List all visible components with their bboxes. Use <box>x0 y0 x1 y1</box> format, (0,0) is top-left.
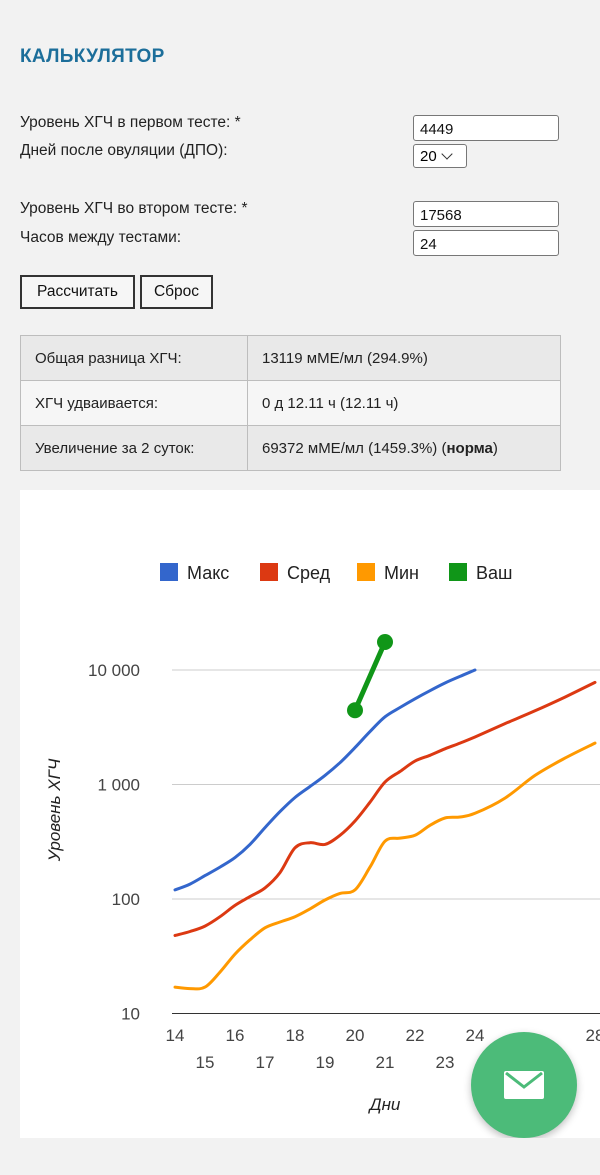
x-tick-label: 21 <box>376 1053 395 1072</box>
x-tick-label: 23 <box>436 1053 455 1072</box>
legend-swatch <box>160 563 178 581</box>
x-axis-title: Дни <box>368 1095 401 1114</box>
dpo-select-value: 20 <box>420 147 437 165</box>
status-badge: норма <box>446 439 493 457</box>
first-test-input[interactable]: 4449 <box>413 115 559 141</box>
y-tick-label: 10 000 <box>88 661 140 680</box>
series-line-1 <box>173 668 477 892</box>
dpo-select[interactable]: 20 <box>413 144 467 168</box>
hours-label: Часов между тестами: <box>20 229 182 246</box>
result-value: 13119 мМЕ/мл (294.9%) <box>247 335 561 381</box>
y-tick-label: 1 000 <box>97 776 140 795</box>
page-footer-strip <box>0 1138 600 1175</box>
table-row: Общая разница ХГЧ: 13119 мМЕ/мл (294.9%) <box>20 335 561 381</box>
y-tick-label: 100 <box>112 890 140 909</box>
series-line-2 <box>173 680 597 937</box>
y-axis-title: Уровень ХГЧ <box>45 758 64 862</box>
legend-label: Мин <box>384 563 419 583</box>
series-line-3 <box>173 741 597 991</box>
legend-swatch <box>260 563 278 581</box>
legend-label: Сред <box>287 563 331 583</box>
result-value: 69372 мМЕ/мл (1459.3%) (норма) <box>247 425 561 471</box>
calculate-button[interactable]: Рассчитать <box>20 275 135 309</box>
chevron-down-icon <box>441 148 453 160</box>
second-test-input[interactable]: 17568 <box>413 201 559 227</box>
data-point <box>347 702 363 719</box>
second-test-label: Уровень ХГЧ во втором тесте: * <box>20 200 248 217</box>
x-tick-label: 20 <box>346 1026 365 1045</box>
hours-input[interactable]: 24 <box>413 230 559 256</box>
x-tick-label: 16 <box>226 1026 245 1045</box>
legend-label: Ваш <box>476 563 512 583</box>
result-label: ХГЧ удваивается: <box>20 380 248 426</box>
result-value-text: 69372 мМЕ/мл (1459.3%) ( <box>262 439 447 457</box>
x-tick-label: 18 <box>286 1026 305 1045</box>
x-tick-label: 19 <box>316 1053 335 1072</box>
x-tick-label: 28 <box>586 1026 600 1045</box>
legend-label: Макс <box>187 563 229 583</box>
first-test-label: Уровень ХГЧ в первом тесте: * <box>20 114 241 131</box>
x-tick-label: 17 <box>256 1053 275 1072</box>
results-table: Общая разница ХГЧ: 13119 мМЕ/мл (294.9%)… <box>20 335 561 471</box>
y-tick-label: 10 <box>121 1005 140 1024</box>
page-title: КАЛЬКУЛЯТОР <box>20 46 165 67</box>
x-tick-label: 14 <box>166 1026 185 1045</box>
dpo-label: Дней после овуляции (ДПО): <box>20 142 228 159</box>
x-tick-label: 22 <box>406 1026 425 1045</box>
table-row: ХГЧ удваивается: 0 д 12.11 ч (12.11 ч) <box>20 380 561 426</box>
legend-swatch <box>357 563 375 581</box>
legend-swatch <box>449 563 467 581</box>
data-point <box>377 633 393 650</box>
table-row: Увеличение за 2 суток: 69372 мМЕ/мл (145… <box>20 425 561 471</box>
x-tick-label: 15 <box>196 1053 215 1072</box>
mail-icon <box>504 1071 544 1099</box>
mail-button[interactable] <box>471 1032 577 1138</box>
result-label: Увеличение за 2 суток: <box>20 425 248 471</box>
series-line-4 <box>352 639 388 713</box>
calculator-panel: КАЛЬКУЛЯТОР Уровень ХГЧ в первом тесте: … <box>0 8 585 488</box>
result-label: Общая разница ХГЧ: <box>20 335 248 381</box>
x-tick-label: 24 <box>466 1026 485 1045</box>
result-value: 0 д 12.11 ч (12.11 ч) <box>247 380 561 426</box>
reset-button[interactable]: Сброс <box>140 275 213 309</box>
result-value-tail: ) <box>492 439 498 457</box>
